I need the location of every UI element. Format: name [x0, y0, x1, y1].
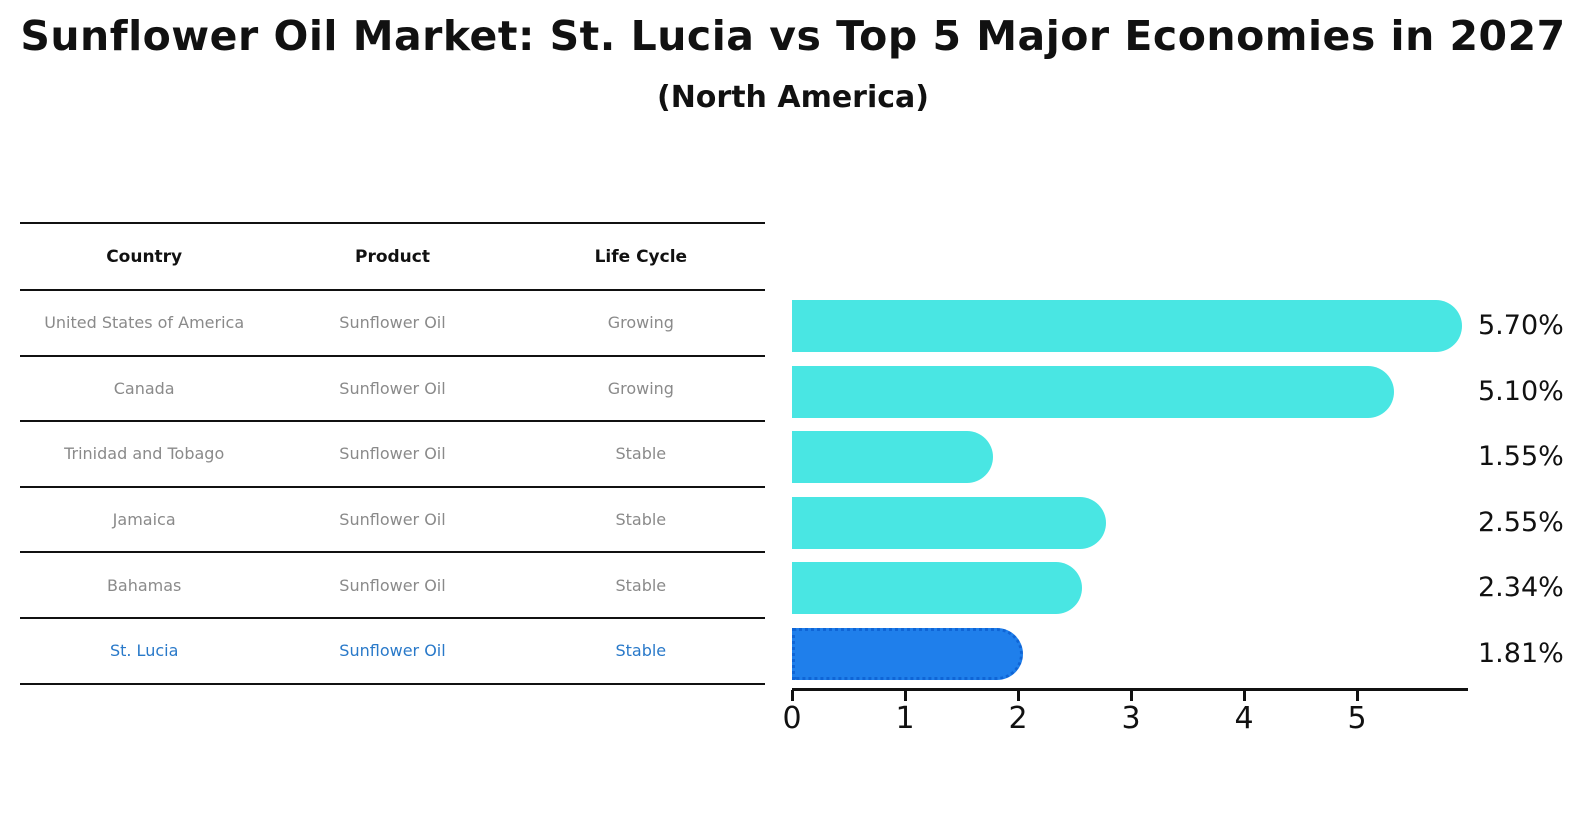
- x-tick-mark-5: [1355, 690, 1359, 701]
- x-tick-mark-1: [903, 690, 907, 701]
- cell-life-cycle: Growing: [607, 313, 674, 333]
- cell-life-cycle: Stable: [615, 510, 667, 530]
- column-header-life-cycle: Life Cycle: [594, 246, 688, 267]
- x-tick-label-5: 5: [1347, 701, 1367, 736]
- cell-country: St. Lucia: [109, 641, 179, 661]
- cell-country: Canada: [113, 378, 175, 398]
- table-row-4: Jamaica Sunflower Oil Stable: [20, 488, 765, 554]
- cell-country: Trinidad and Tobago: [64, 444, 225, 464]
- table-header-row: Country Product Life Cycle: [20, 224, 765, 291]
- cell-product: Sunflower Oil: [339, 510, 446, 530]
- value-label-2: 5.10%: [1478, 375, 1564, 407]
- cell-product: Sunflower Oil: [339, 378, 446, 398]
- x-tick-label-2: 2: [1008, 701, 1028, 736]
- column-header-product: Product: [354, 246, 430, 267]
- cell-country: United States of America: [44, 313, 245, 333]
- bar-jamaica: [792, 496, 1107, 549]
- value-label-4: 2.55%: [1478, 506, 1564, 538]
- cell-product: Sunflower Oil: [339, 444, 446, 464]
- cell-life-cycle: Stable: [615, 575, 667, 595]
- x-tick-mark-3: [1129, 690, 1133, 701]
- cell-life-cycle: Growing: [607, 378, 674, 398]
- cell-life-cycle: Stable: [615, 641, 667, 661]
- value-label-1: 5.70%: [1478, 310, 1564, 341]
- bar-st-lucia: [792, 627, 1023, 680]
- chart-subtitle: (North America): [656, 80, 929, 115]
- x-tick-mark-2: [1016, 690, 1020, 701]
- cell-life-cycle: Stable: [615, 444, 667, 464]
- x-tick-label-3: 3: [1121, 701, 1141, 736]
- cell-country: Jamaica: [112, 510, 176, 530]
- chart-title: Sunflower Oil Market: St. Lucia vs Top 5…: [20, 12, 1566, 60]
- data-table: Country Product Life Cycle United States…: [20, 222, 765, 685]
- bar-united-states-of-america: [792, 300, 1463, 352]
- column-header-country: Country: [106, 246, 183, 267]
- bar-trinidad-and-tobago: [792, 431, 994, 483]
- value-label-6: 1.81%: [1478, 637, 1564, 669]
- x-tick-label-4: 4: [1234, 701, 1254, 736]
- value-label-5: 2.34%: [1478, 572, 1564, 603]
- value-label-3: 1.55%: [1478, 441, 1564, 472]
- cell-country: Bahamas: [106, 575, 182, 595]
- table-row-1: United States of America Sunflower Oil Gro…: [20, 291, 765, 357]
- table-row-3: Trinidad and Tobago Sunflower Oil Stable: [20, 422, 765, 488]
- table-row-5: Bahamas Sunflower Oil Stable: [20, 553, 765, 619]
- cell-product: Sunflower Oil: [339, 641, 446, 661]
- x-tick-mark-0: [790, 690, 794, 701]
- cell-product: Sunflower Oil: [339, 313, 446, 333]
- cell-product: Sunflower Oil: [339, 575, 446, 595]
- x-tick-label-1: 1: [895, 701, 915, 736]
- x-tick-label-0: 0: [782, 701, 802, 736]
- table-body: United States of America Sunflower Oil Gro…: [20, 291, 765, 685]
- bar-bahamas: [792, 562, 1083, 614]
- bar-canada: [792, 365, 1395, 418]
- x-tick-mark-4: [1242, 690, 1246, 701]
- x-axis-line: [792, 688, 1468, 691]
- table-row-6: St. Lucia Sunflower Oil Stable: [20, 619, 765, 685]
- table-row-2: Canada Sunflower Oil Growing: [20, 357, 765, 423]
